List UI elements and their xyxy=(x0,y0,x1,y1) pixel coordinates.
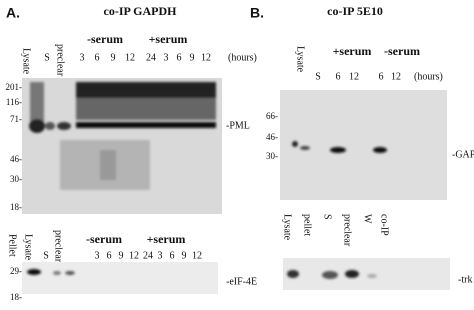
time-label: 3 xyxy=(95,250,100,261)
bands xyxy=(292,141,387,153)
lane-label: co-IP xyxy=(379,214,390,236)
lane-label: Lysate xyxy=(295,46,306,73)
group-label: +serum xyxy=(147,232,186,246)
bands xyxy=(27,269,75,275)
mw-markers: 66- 46- 30- xyxy=(266,111,278,161)
mw-marker: 30- xyxy=(10,174,22,184)
time-label: 6 xyxy=(107,250,112,261)
time-label: 9 xyxy=(182,250,187,261)
lane-label: Lysate xyxy=(23,234,34,261)
mw-markers: 29- 18- xyxy=(10,266,22,302)
mw-marker: 116- xyxy=(6,97,22,107)
group-label: -serum xyxy=(86,232,122,246)
panel-label: B. xyxy=(250,5,264,21)
time-label: 12 xyxy=(201,52,211,63)
mw-marker: 71- xyxy=(10,114,22,124)
time-label: 6 xyxy=(177,52,182,63)
time-labels: 3 6 9 12 24 3 6 9 12 xyxy=(95,250,203,261)
blot xyxy=(280,90,447,200)
panel-title: co-IP GAPDH xyxy=(104,4,178,18)
lane-label: Lysate xyxy=(282,214,293,241)
lane-label: Pellet xyxy=(7,234,18,257)
band-label: -GAPDH xyxy=(452,149,474,160)
mw-marker: 46- xyxy=(266,132,278,142)
blot xyxy=(22,78,222,214)
blot xyxy=(22,262,218,294)
time-label: 12 xyxy=(125,52,135,63)
unit-label: (hours) xyxy=(414,71,443,82)
lane-label: S xyxy=(44,52,50,63)
lane-label: preclear xyxy=(53,230,64,263)
time-label: 6 xyxy=(95,52,100,63)
lane-label: preclear xyxy=(55,44,66,77)
mw-marker: 18- xyxy=(10,292,22,302)
unit-label: (hours) xyxy=(228,52,257,63)
time-label: 9 xyxy=(111,52,116,63)
lane-label: W xyxy=(362,214,373,224)
mw-marker: 18- xyxy=(10,202,22,212)
mw-markers: 201- 116- 71- 46- 30- 18- xyxy=(6,82,23,212)
mw-marker: 30- xyxy=(266,151,278,161)
time-labels: 6 12 6 12 xyxy=(336,71,402,82)
lane-headers: Lysate S +serum -serum xyxy=(295,44,420,83)
lane-label: preclear xyxy=(342,214,353,247)
time-label: 12 xyxy=(192,250,202,261)
mw-marker: 46- xyxy=(10,154,22,164)
lane-label: S xyxy=(322,214,333,220)
time-label: 3 xyxy=(164,52,169,63)
time-label: 6 xyxy=(379,71,384,82)
group-label: +serum xyxy=(149,32,188,46)
time-label: 24 xyxy=(146,52,156,63)
time-label: 9 xyxy=(190,52,195,63)
lane-headers: Lysate S preclear -serum +serum xyxy=(21,32,188,77)
time-label: 3 xyxy=(80,52,85,63)
time-label: 6 xyxy=(170,250,175,261)
bands xyxy=(29,82,216,190)
time-label: 24 xyxy=(143,250,153,261)
time-label: 9 xyxy=(119,250,124,261)
lane-label: S xyxy=(43,250,49,261)
band-label: -trk xyxy=(458,274,472,285)
mw-marker: 66- xyxy=(266,111,278,121)
time-label: 12 xyxy=(349,71,359,82)
lane-label: pellet xyxy=(302,214,313,236)
time-label: 12 xyxy=(129,250,139,261)
blot-membrane xyxy=(283,258,450,290)
mw-marker: 29- xyxy=(10,266,22,276)
time-label: 3 xyxy=(158,250,163,261)
mw-marker: 201- xyxy=(6,82,23,92)
bands xyxy=(287,270,377,279)
group-label: -serum xyxy=(87,32,123,46)
blot-membrane xyxy=(280,90,447,200)
time-label: 6 xyxy=(336,71,341,82)
band-label: -eIF-4E xyxy=(226,276,257,287)
panel-label: A. xyxy=(6,5,20,21)
panel-title: co-IP 5E10 xyxy=(327,4,383,18)
lane-label: Lysate xyxy=(21,48,32,75)
time-labels: 3 6 9 12 24 3 6 9 12 xyxy=(80,52,212,63)
group-label: +serum xyxy=(333,44,372,58)
blot-membrane xyxy=(22,262,218,294)
band-label: -PML xyxy=(226,120,250,131)
blot xyxy=(283,258,450,290)
lane-headers: Pellet Lysate S preclear -serum +serum xyxy=(7,230,186,263)
time-label: 12 xyxy=(391,71,401,82)
lane-label: S xyxy=(315,71,321,82)
group-label: -serum xyxy=(384,44,420,58)
